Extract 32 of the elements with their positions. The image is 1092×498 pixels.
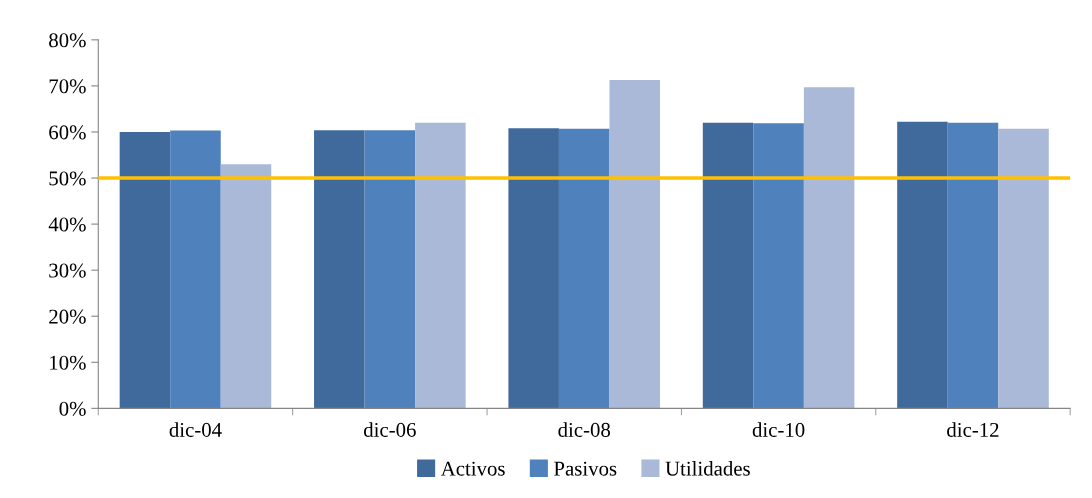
legend-label: Activos (440, 461, 505, 476)
x-tick-label: dic-08 (558, 422, 611, 437)
x-tick-label: dic-12 (947, 422, 999, 437)
bar (753, 123, 804, 409)
legend-label: Pasivos (554, 461, 617, 476)
x-tick-label: dic-10 (752, 422, 805, 437)
bar (947, 122, 999, 409)
bar (609, 79, 661, 409)
x-tick-label: dic-04 (169, 422, 222, 437)
bar (702, 122, 754, 409)
bar (314, 130, 365, 409)
bar (558, 128, 610, 409)
bar (364, 130, 416, 409)
y-tick-label: 50% (49, 171, 86, 186)
y-tick-label: 10% (50, 355, 86, 370)
bar (119, 131, 171, 409)
y-tick-label: 20% (49, 309, 86, 324)
y-tick-label: 80% (49, 33, 86, 48)
y-tick-label: 0% (59, 401, 86, 416)
y-tick-label: 70% (49, 79, 86, 94)
legend-label: Utilidades (665, 461, 750, 476)
bar (508, 128, 559, 409)
y-tick-label: 60% (49, 125, 86, 140)
bar (415, 122, 466, 409)
bar (803, 87, 855, 409)
x-tick-label: dic-06 (363, 422, 416, 437)
bar (220, 164, 272, 409)
bar (897, 121, 948, 409)
y-tick-label: 40% (48, 217, 86, 232)
bar (998, 128, 1049, 409)
y-tick-label: 30% (49, 263, 86, 278)
bar (170, 130, 221, 409)
